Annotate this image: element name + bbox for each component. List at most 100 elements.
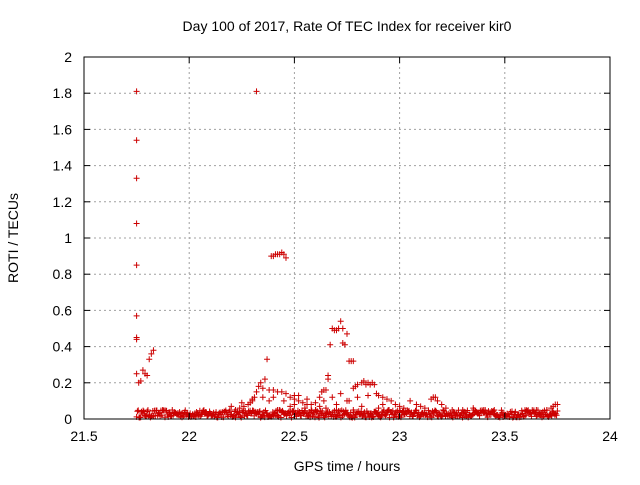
data-point (287, 394, 294, 401)
y-tick-label: 0 (64, 411, 72, 427)
data-point (148, 350, 155, 357)
data-point (270, 394, 277, 401)
baseline-point (256, 408, 263, 415)
baseline-point (134, 408, 141, 415)
data-point (150, 347, 157, 354)
data-point (333, 406, 340, 413)
data-point (438, 401, 445, 408)
data-point (308, 406, 315, 413)
baseline-point (158, 412, 165, 419)
data-point (255, 383, 262, 390)
y-tick-label: 1.4 (53, 158, 73, 174)
data-point (308, 401, 315, 408)
data-point (337, 390, 344, 397)
data-point (360, 377, 367, 384)
data-layer (133, 88, 561, 421)
data-point (470, 405, 477, 412)
data-point (146, 356, 153, 363)
data-point (301, 405, 308, 412)
data-point (459, 406, 466, 413)
data-point (264, 356, 271, 363)
data-point (253, 388, 260, 395)
x-axis-label: GPS time / hours (294, 458, 401, 474)
data-point (379, 401, 386, 408)
baseline-point (464, 407, 471, 414)
grid (84, 57, 610, 419)
data-point (350, 358, 357, 365)
y-tick-label: 0.8 (53, 266, 73, 282)
x-tick-label: 23.5 (491, 428, 518, 444)
data-point (240, 403, 247, 410)
data-point (295, 397, 302, 404)
data-point (350, 406, 357, 413)
data-point (322, 387, 329, 394)
data-point (274, 406, 281, 413)
ticks: 21.5 22 22.5 23 23.5 24 0 0.2 0.4 0.6 0.8 1 1.2 1.4 1.… (53, 49, 618, 444)
data-point (417, 403, 424, 410)
data-point (329, 394, 336, 401)
data-point (133, 137, 140, 144)
data-point (259, 394, 266, 401)
data-point (133, 336, 140, 343)
data-point (280, 397, 287, 404)
x-tick-label: 23 (392, 428, 408, 444)
baseline-point (274, 412, 281, 419)
data-point (280, 251, 287, 258)
data-point (133, 312, 140, 319)
data-point (421, 405, 428, 412)
data-point (442, 405, 449, 412)
y-tick-label: 2 (64, 49, 72, 65)
data-point (278, 388, 285, 395)
data-point (365, 392, 372, 399)
data-point (413, 401, 420, 408)
data-point (259, 385, 266, 392)
data-point (512, 408, 519, 415)
data-point (533, 406, 540, 413)
data-point (238, 399, 245, 406)
baseline-point (412, 407, 419, 414)
data-point (245, 401, 252, 408)
y-tick-label: 0.2 (53, 375, 73, 391)
data-point (396, 403, 403, 410)
data-point (133, 175, 140, 182)
x-tick-label: 24 (602, 428, 618, 444)
data-point (543, 406, 550, 413)
data-point (253, 88, 260, 95)
data-point (341, 341, 348, 348)
data-point (337, 318, 344, 325)
baseline-point (283, 412, 290, 419)
data-point (354, 394, 361, 401)
data-point (133, 262, 140, 269)
data-point (327, 341, 334, 348)
data-point (282, 390, 289, 397)
data-point (522, 408, 529, 415)
baseline-point (382, 412, 389, 419)
data-point (354, 381, 361, 388)
data-point (228, 403, 235, 410)
baseline-point (367, 410, 374, 417)
x-tick-label: 22.5 (281, 428, 308, 444)
data-point (133, 88, 140, 95)
data-point (375, 392, 382, 399)
baseline-point (430, 412, 437, 419)
data-point (144, 372, 151, 379)
baseline-point (183, 409, 190, 416)
x-tick-label: 21.5 (70, 428, 97, 444)
data-point (257, 379, 264, 386)
data-point (386, 406, 393, 413)
data-point (480, 406, 487, 413)
data-point (388, 397, 395, 404)
data-point (371, 381, 378, 388)
data-point (299, 399, 306, 406)
data-point (325, 372, 332, 379)
baseline-point (140, 407, 147, 414)
y-tick-label: 0.4 (53, 339, 73, 355)
data-point (133, 220, 140, 227)
chart-title: Day 100 of 2017, Rate Of TEC Index for r… (183, 18, 512, 34)
baseline-point (226, 407, 233, 414)
baseline-point (369, 413, 376, 420)
baseline-point (144, 407, 151, 414)
baseline-point (432, 407, 439, 414)
